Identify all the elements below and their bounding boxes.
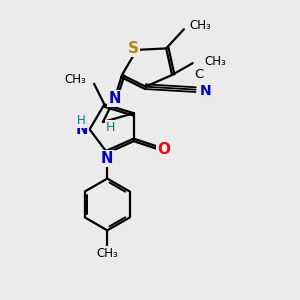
- Text: H: H: [77, 114, 86, 127]
- Text: S: S: [128, 41, 139, 56]
- Text: CH₃: CH₃: [64, 73, 86, 86]
- Text: CH₃: CH₃: [96, 247, 118, 260]
- Text: N: N: [75, 122, 88, 137]
- Text: N: N: [101, 151, 113, 166]
- Text: C: C: [194, 68, 203, 81]
- Text: O: O: [158, 142, 171, 158]
- Text: CH₃: CH₃: [204, 55, 226, 68]
- Text: N: N: [200, 84, 211, 98]
- Text: N: N: [109, 91, 121, 106]
- Text: CH₃: CH₃: [190, 19, 212, 32]
- Text: H: H: [106, 122, 115, 134]
